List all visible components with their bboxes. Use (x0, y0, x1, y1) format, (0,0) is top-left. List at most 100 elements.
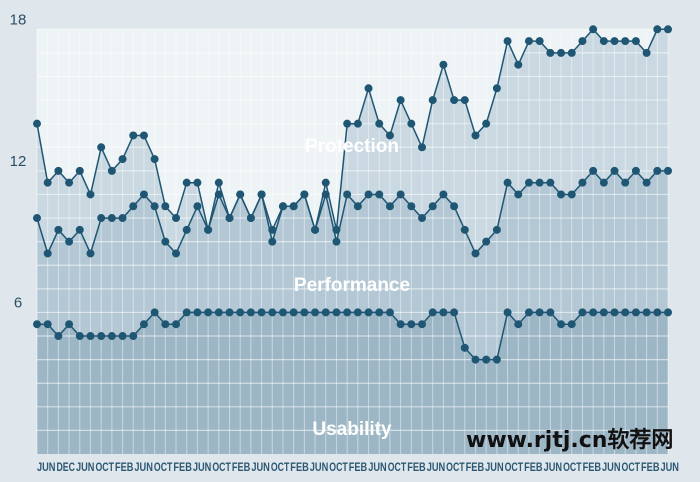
data-point (97, 143, 106, 152)
data-point (460, 225, 469, 234)
data-point (375, 308, 384, 317)
data-point (557, 190, 566, 199)
x-axis: JUN DEC JUN OCT FEB JUN OCT FEB JUN OCT FEB JUN OCT F… (37, 462, 679, 474)
data-point (503, 178, 512, 187)
data-point (107, 166, 116, 175)
data-point (353, 202, 362, 211)
x-tick-label: JUN (368, 462, 386, 474)
data-point (118, 214, 127, 223)
data-point (396, 96, 405, 105)
data-point (471, 249, 480, 258)
data-point (353, 308, 362, 317)
data-point (375, 190, 384, 199)
data-point (439, 60, 448, 69)
data-point (43, 178, 52, 187)
data-point (524, 37, 533, 46)
data-point (482, 237, 491, 246)
data-point (86, 249, 95, 258)
data-point (589, 166, 598, 175)
data-point (589, 308, 598, 317)
data-point (107, 332, 116, 341)
data-point (75, 225, 84, 234)
data-point (557, 320, 566, 329)
x-tick-label: DEC (56, 462, 74, 474)
x-tick-label: FEB (232, 462, 250, 474)
data-point (139, 131, 148, 140)
data-point (407, 202, 416, 211)
data-point (300, 308, 309, 317)
data-point (139, 190, 148, 199)
data-point (214, 190, 223, 199)
y-tick-label: 18 (10, 11, 27, 28)
series-label-usability: Usability (312, 419, 392, 440)
x-tick-label: OCT (388, 462, 406, 474)
data-point (653, 166, 662, 175)
data-point (193, 178, 202, 187)
data-point (75, 166, 84, 175)
data-point (535, 37, 544, 46)
data-point (214, 308, 223, 317)
data-point (439, 190, 448, 199)
data-point (482, 119, 491, 128)
data-point (514, 190, 523, 199)
data-point (289, 202, 298, 211)
x-tick-label: FEB (524, 462, 542, 474)
data-point (65, 178, 74, 187)
x-tick-label: JUN (310, 462, 328, 474)
data-point (535, 178, 544, 187)
data-point (33, 320, 41, 329)
x-tick-label: FEB (407, 462, 425, 474)
data-point (546, 178, 555, 187)
data-point (343, 308, 352, 317)
data-point (599, 308, 608, 317)
x-tick-label: JUN (602, 462, 620, 474)
data-point (418, 143, 427, 152)
data-point (428, 308, 437, 317)
y-axis: 6 12 18 (10, 11, 27, 311)
data-point (236, 308, 245, 317)
data-point (118, 332, 127, 341)
data-point (460, 96, 469, 105)
x-tick-label: OCT (329, 462, 347, 474)
data-point (407, 119, 416, 128)
data-point (631, 308, 640, 317)
data-point (664, 308, 672, 317)
data-point (621, 37, 630, 46)
x-tick-label: OCT (446, 462, 464, 474)
data-point (172, 249, 181, 258)
x-tick-label: JUN (544, 462, 562, 474)
data-point (503, 37, 512, 46)
watermark: www.rjtj.cn软荐网 (466, 427, 673, 453)
x-tick-label: JUN (37, 462, 55, 474)
x-tick-label: OCT (154, 462, 172, 474)
data-point (150, 308, 159, 317)
data-point (460, 343, 469, 352)
x-tick-label: FEB (115, 462, 133, 474)
data-point (589, 25, 598, 34)
data-point (428, 96, 437, 105)
x-tick-label: JUN (193, 462, 211, 474)
data-point (332, 308, 341, 317)
data-point (375, 119, 384, 128)
data-point (642, 308, 651, 317)
x-tick-label: FEB (466, 462, 484, 474)
data-point (535, 308, 544, 317)
data-point (150, 202, 159, 211)
data-point (450, 308, 459, 317)
x-tick-label: JUN (427, 462, 445, 474)
data-point (524, 308, 533, 317)
data-point (129, 202, 138, 211)
y-tick-label: 6 (14, 294, 22, 311)
series-label-performance: Performance (294, 275, 410, 296)
data-point (246, 214, 255, 223)
data-point (503, 308, 512, 317)
data-point (492, 225, 501, 234)
data-point (139, 320, 148, 329)
data-point (129, 131, 138, 140)
data-point (621, 178, 630, 187)
data-point (428, 202, 437, 211)
data-point (289, 308, 298, 317)
data-point (599, 37, 608, 46)
data-point (439, 308, 448, 317)
